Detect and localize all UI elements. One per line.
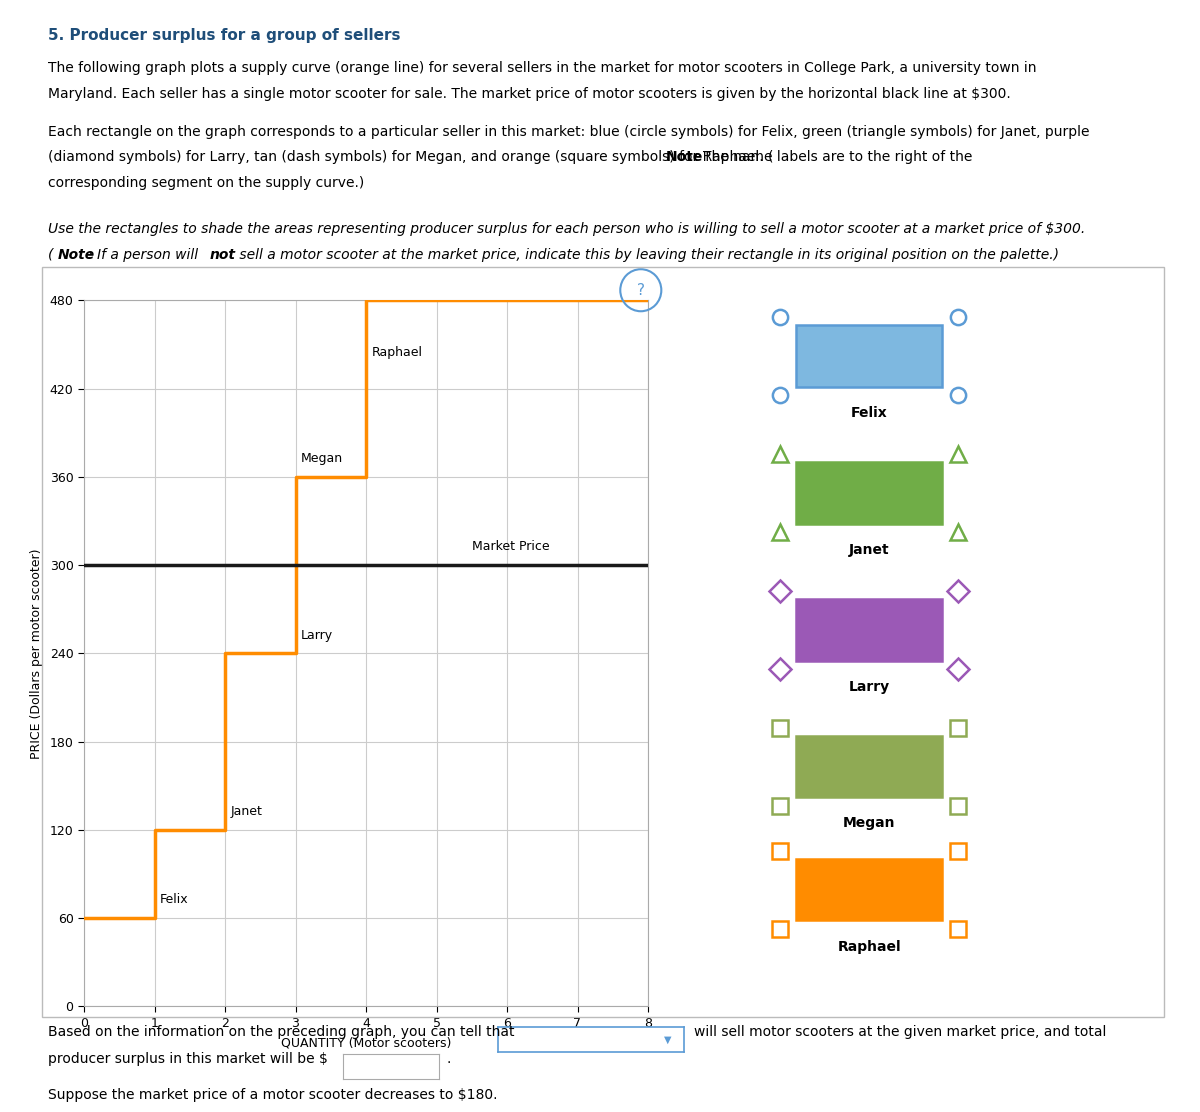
FancyBboxPatch shape (797, 858, 942, 921)
Text: Raphael: Raphael (838, 940, 901, 954)
Text: corresponding segment on the supply curve.): corresponding segment on the supply curv… (48, 176, 365, 190)
Text: The following graph plots a supply curve (orange line) for several sellers in th: The following graph plots a supply curve… (48, 61, 1037, 76)
Text: ?: ? (637, 282, 644, 298)
Text: will sell motor scooters at the given market price, and total: will sell motor scooters at the given ma… (694, 1025, 1106, 1040)
Text: sell a motor scooter at the market price, indicate this by leaving their rectang: sell a motor scooter at the market price… (235, 248, 1060, 262)
Text: Janet: Janet (230, 805, 263, 818)
Text: : If a person will: : If a person will (88, 248, 202, 262)
Text: Larry: Larry (848, 679, 890, 694)
X-axis label: QUANTITY (Motor scooters): QUANTITY (Motor scooters) (281, 1036, 451, 1050)
Y-axis label: PRICE (Dollars per motor scooter): PRICE (Dollars per motor scooter) (30, 548, 43, 758)
Text: Megan: Megan (844, 816, 895, 831)
Text: Each rectangle on the graph corresponds to a particular seller in this market: b: Each rectangle on the graph corresponds … (48, 125, 1090, 139)
Text: not: not (210, 248, 236, 262)
Text: : The name labels are to the right of the: : The name labels are to the right of th… (694, 150, 972, 165)
FancyBboxPatch shape (797, 326, 942, 387)
Text: Larry: Larry (301, 628, 334, 642)
Text: Use the rectangles to shade the areas representing producer surplus for each per: Use the rectangles to shade the areas re… (48, 222, 1085, 237)
Text: Based on the information on the preceding graph, you can tell that: Based on the information on the precedin… (48, 1025, 515, 1040)
FancyBboxPatch shape (797, 463, 942, 524)
Text: 5. Producer surplus for a group of sellers: 5. Producer surplus for a group of selle… (48, 28, 401, 42)
Text: Maryland. Each seller has a single motor scooter for sale. The market price of m: Maryland. Each seller has a single motor… (48, 87, 1010, 101)
Text: Market Price: Market Price (472, 540, 550, 554)
FancyBboxPatch shape (797, 599, 942, 661)
Text: Janet: Janet (848, 543, 889, 557)
Text: Suppose the market price of a motor scooter decreases to $180.: Suppose the market price of a motor scoo… (48, 1088, 498, 1102)
Text: Felix: Felix (160, 893, 188, 906)
Text: Note: Note (666, 150, 703, 165)
Text: (: ( (48, 248, 53, 262)
Text: Note: Note (58, 248, 95, 262)
Text: Megan: Megan (301, 451, 343, 465)
FancyBboxPatch shape (797, 736, 942, 797)
Text: (diamond symbols) for Larry, tan (dash symbols) for Megan, and orange (square sy: (diamond symbols) for Larry, tan (dash s… (48, 150, 774, 165)
Text: Felix: Felix (851, 406, 888, 420)
Text: .: . (446, 1052, 451, 1066)
Text: Raphael: Raphael (372, 346, 422, 359)
Text: producer surplus in this market will be $: producer surplus in this market will be … (48, 1052, 328, 1066)
Text: ▼: ▼ (664, 1035, 671, 1044)
